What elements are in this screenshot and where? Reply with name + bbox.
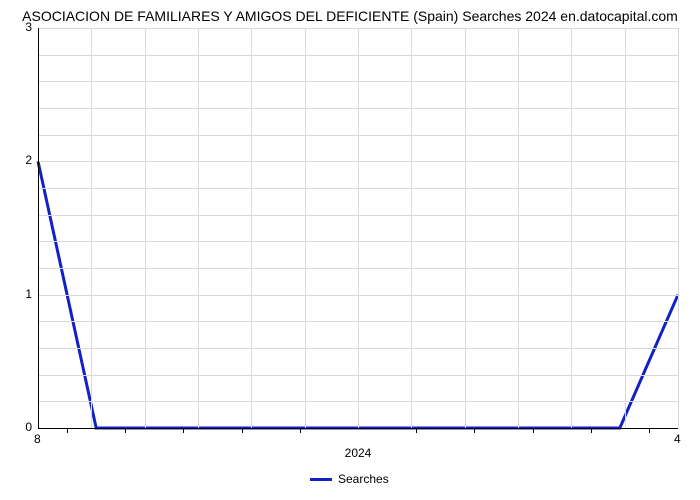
x-tick-mark — [67, 428, 68, 433]
grid-line-vertical — [571, 28, 572, 428]
grid-line-horizontal — [38, 81, 678, 82]
grid-line-horizontal — [38, 161, 678, 162]
chart-container: ASOCIACION DE FAMILIARES Y AMIGOS DEL DE… — [0, 0, 700, 500]
legend: Searches — [310, 472, 389, 486]
chart-title: ASOCIACION DE FAMILIARES Y AMIGOS DEL DE… — [0, 8, 700, 24]
grid-line-vertical — [411, 28, 412, 428]
x-center-label: 2024 — [338, 446, 378, 460]
y-tick-label: 1 — [25, 287, 32, 301]
y-axis-line — [38, 28, 39, 428]
grid-line-vertical — [91, 28, 92, 428]
grid-line-horizontal — [38, 108, 678, 109]
grid-line-vertical — [625, 28, 626, 428]
x-end-label-right: 4 — [674, 432, 681, 446]
y-tick-label: 2 — [25, 153, 32, 167]
grid-line-horizontal — [38, 215, 678, 216]
grid-line-vertical — [198, 28, 199, 428]
plot-area — [38, 28, 678, 428]
legend-label: Searches — [338, 472, 389, 486]
grid-line-vertical — [145, 28, 146, 428]
y-tick-label: 0 — [25, 420, 32, 434]
legend-swatch — [310, 478, 332, 481]
grid-line-horizontal — [38, 295, 678, 296]
grid-line-vertical — [465, 28, 466, 428]
grid-line-vertical — [518, 28, 519, 428]
grid-line-horizontal — [38, 348, 678, 349]
x-tick-mark — [125, 428, 126, 433]
x-axis-line — [38, 428, 678, 429]
grid-line-horizontal — [38, 135, 678, 136]
x-tick-mark — [474, 428, 475, 433]
grid-line-horizontal — [38, 55, 678, 56]
grid-line-vertical — [305, 28, 306, 428]
x-tick-mark — [649, 428, 650, 433]
x-tick-mark — [591, 428, 592, 433]
x-end-label-left: 8 — [34, 432, 41, 446]
x-tick-mark — [300, 428, 301, 433]
grid-line-vertical — [358, 28, 359, 428]
grid-line-horizontal — [38, 188, 678, 189]
x-tick-mark — [533, 428, 534, 433]
grid-line-horizontal — [38, 401, 678, 402]
grid-line-horizontal — [38, 321, 678, 322]
grid-line-vertical — [678, 28, 679, 428]
x-tick-mark — [416, 428, 417, 433]
grid-line-horizontal — [38, 375, 678, 376]
grid-line-horizontal — [38, 28, 678, 29]
grid-line-vertical — [251, 28, 252, 428]
x-tick-mark — [242, 428, 243, 433]
grid-line-horizontal — [38, 241, 678, 242]
y-tick-label: 3 — [25, 20, 32, 34]
grid-line-horizontal — [38, 268, 678, 269]
x-tick-mark — [183, 428, 184, 433]
